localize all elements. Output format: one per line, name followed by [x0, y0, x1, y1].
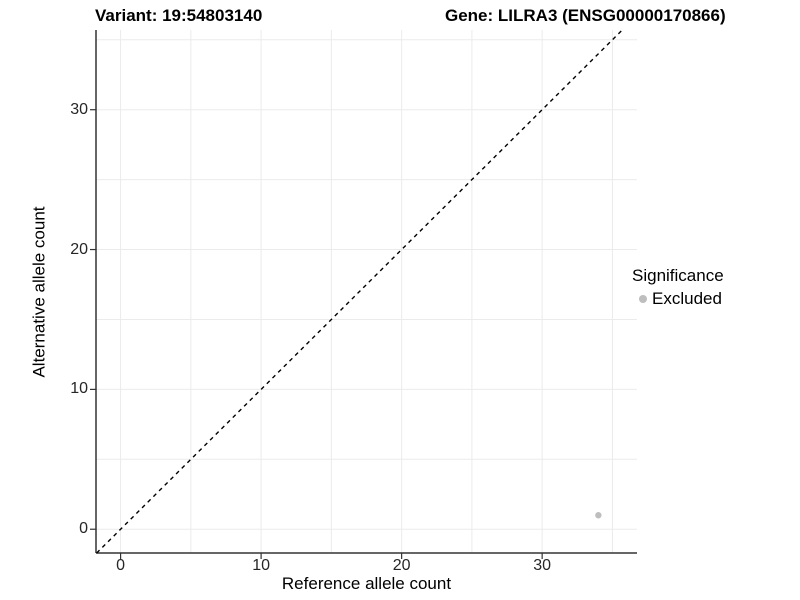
data-point-excluded: [595, 512, 602, 519]
y-axis-title: Alternative allele count: [29, 206, 49, 378]
x-tick-label: 30: [533, 557, 552, 574]
gene-title: Gene: LILRA3 (ENSG00000170866): [445, 6, 726, 25]
y-tick-label: 0: [79, 520, 88, 538]
y-tick-label: 20: [70, 240, 88, 258]
x-tick-label: 0: [116, 557, 126, 574]
y-tick-label: 10: [70, 380, 88, 398]
legend-entry-excluded: Excluded: [632, 289, 724, 309]
x-tick-label: 10: [252, 557, 271, 574]
excluded-point-icon: [639, 295, 647, 303]
legend-title: Significance: [632, 266, 724, 285]
variant-title: Variant: 19:54803140: [95, 6, 263, 25]
x-axis-title: Reference allele count: [281, 574, 452, 593]
x-tick-label: 20: [392, 557, 411, 574]
identity-dashed-line: [96, 29, 623, 554]
y-tick-label: 30: [70, 100, 88, 118]
legend-entry-label: Excluded: [652, 289, 722, 308]
legend: Significance Excluded: [632, 266, 724, 309]
